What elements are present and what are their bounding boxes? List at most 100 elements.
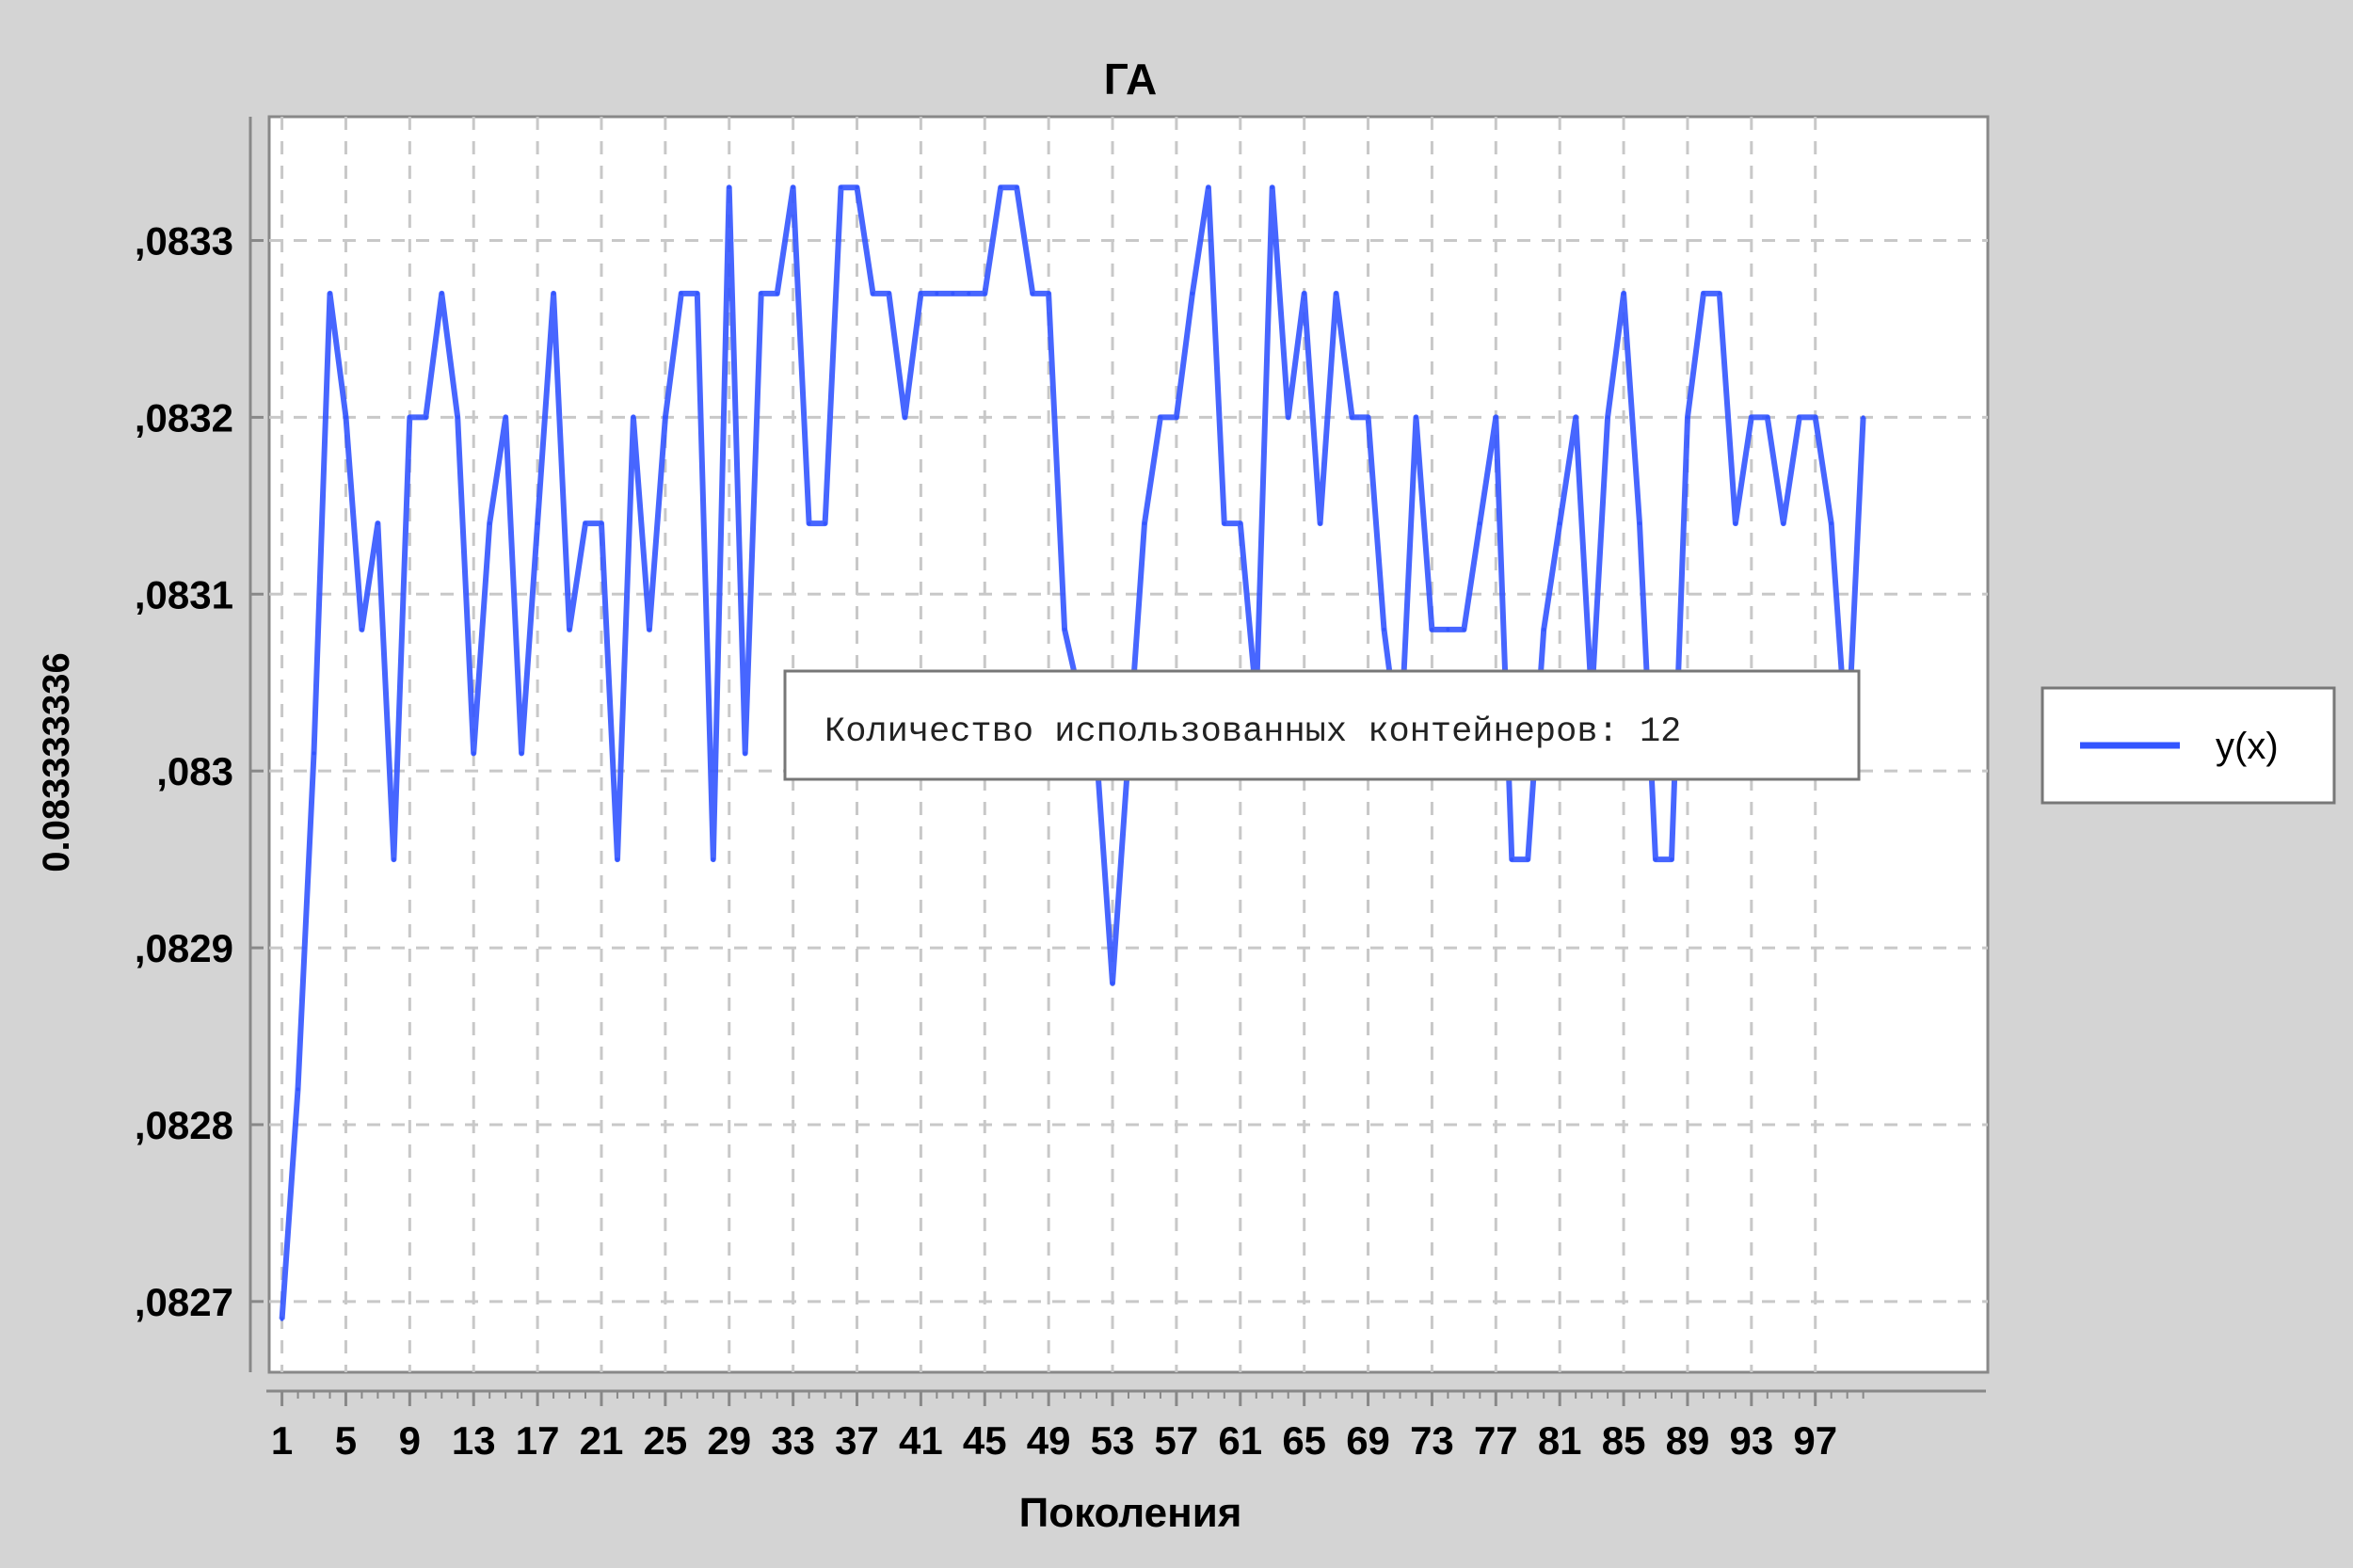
- data-point: [1063, 627, 1067, 632]
- x-axis-label: Поколения: [1019, 1490, 1242, 1536]
- data-point: [1685, 415, 1689, 420]
- data-point: [1270, 185, 1274, 190]
- data-point: [1382, 627, 1386, 632]
- x-tick-label: 81: [1538, 1418, 1582, 1463]
- data-point: [1749, 415, 1753, 420]
- data-point: [376, 521, 380, 526]
- data-point: [1318, 521, 1322, 526]
- tooltip-text: Количество использованных контейнеров: 1…: [824, 712, 1681, 752]
- x-axis: 1 5 9 13 17 21 25 29 33 37 41 45 49 53 57 61 65 69 73 77 81 8…: [266, 1389, 1986, 1463]
- data-point: [807, 521, 811, 526]
- data-point: [1813, 415, 1817, 420]
- data-point: [1190, 291, 1194, 296]
- data-point: [1669, 857, 1673, 862]
- data-point: [679, 291, 683, 296]
- data-point: [871, 291, 875, 296]
- data-point: [344, 415, 348, 420]
- x-tick-label: 53: [1091, 1418, 1135, 1463]
- x-tick-label: 33: [771, 1418, 815, 1463]
- x-tick-label: 97: [1793, 1418, 1837, 1463]
- series-layer: [279, 184, 1866, 1321]
- x-tick-label: 37: [835, 1418, 879, 1463]
- data-point: [1015, 185, 1019, 190]
- data-point: [1781, 521, 1785, 526]
- data-point: [951, 291, 955, 296]
- data-point: [1142, 521, 1146, 526]
- x-tick-label: 57: [1155, 1418, 1199, 1463]
- y-axis: ,0827 ,0828 ,0829 ,083 ,0831 ,0832 ,0833: [135, 117, 264, 1372]
- x-tick-label: 1: [271, 1418, 293, 1463]
- data-point: [1302, 291, 1306, 296]
- data-point: [360, 627, 364, 632]
- data-point: [727, 185, 731, 190]
- data-point: [887, 291, 891, 296]
- x-tick-label: 69: [1346, 1418, 1390, 1463]
- data-point: [967, 291, 971, 296]
- data-point: [1701, 291, 1705, 296]
- data-point: [663, 415, 667, 420]
- data-point: [919, 291, 923, 296]
- data-point: [1446, 627, 1450, 632]
- data-point: [1174, 415, 1178, 420]
- tooltip: Количество использованных контейнеров: 1…: [783, 669, 1861, 781]
- x-tick-label: 65: [1282, 1418, 1326, 1463]
- data-point: [568, 627, 572, 632]
- data-point: [1206, 185, 1210, 190]
- x-tick-label: 5: [335, 1418, 357, 1463]
- data-point: [1654, 857, 1658, 862]
- data-point: [1574, 415, 1578, 420]
- legend-entry-label: y(x): [2216, 726, 2279, 767]
- data-point: [552, 291, 556, 296]
- data-point: [1717, 291, 1721, 296]
- data-point: [903, 415, 907, 420]
- data-point: [935, 291, 939, 296]
- data-point: [1558, 521, 1562, 526]
- y-tick-label: ,0827: [135, 1280, 233, 1324]
- x-tick-label: 77: [1474, 1418, 1518, 1463]
- data-point: [695, 291, 699, 296]
- x-tick-label: 89: [1666, 1418, 1710, 1463]
- data-point: [711, 857, 715, 862]
- data-point: [456, 415, 460, 420]
- x-tick-label: 29: [707, 1418, 751, 1463]
- x-tick-label: 49: [1027, 1418, 1071, 1463]
- x-tick-label: 73: [1410, 1418, 1454, 1463]
- data-point: [328, 291, 332, 296]
- data-point: [1733, 521, 1737, 526]
- y-tick-label: ,083: [156, 749, 233, 793]
- y-tick-label: ,0831: [135, 572, 233, 616]
- x-tick-label: 9: [399, 1418, 421, 1463]
- data-point: [424, 415, 428, 420]
- data-point: [599, 521, 603, 526]
- data-point: [1606, 415, 1610, 420]
- data-point: [1031, 291, 1035, 296]
- data-point: [1047, 291, 1051, 296]
- data-point: [1111, 981, 1115, 985]
- data-point: [392, 857, 396, 862]
- x-tick-label: 21: [580, 1418, 624, 1463]
- data-point: [1765, 415, 1769, 420]
- data-point: [488, 521, 492, 526]
- series-line: [279, 184, 1866, 1320]
- y-tick-label: ,0828: [135, 1103, 233, 1147]
- x-tick-label: 61: [1218, 1418, 1262, 1463]
- data-point: [743, 751, 747, 756]
- data-point: [1638, 521, 1642, 526]
- data-point: [631, 415, 635, 420]
- y-tick-label: ,0832: [135, 395, 233, 440]
- data-point: [1334, 291, 1338, 296]
- data-point: [536, 521, 540, 526]
- data-point: [1861, 415, 1865, 420]
- x-tick-label: 93: [1729, 1418, 1773, 1463]
- data-point: [999, 185, 1003, 190]
- y-tick-label: ,0829: [135, 926, 233, 970]
- tooltip-box: [783, 669, 1861, 781]
- data-point: [296, 1087, 300, 1092]
- data-point: [1526, 857, 1530, 862]
- data-point: [1797, 415, 1801, 420]
- data-point: [1622, 291, 1626, 296]
- x-tick-label: 41: [899, 1418, 943, 1463]
- data-point: [1286, 415, 1290, 420]
- x-tick-label: 17: [516, 1418, 560, 1463]
